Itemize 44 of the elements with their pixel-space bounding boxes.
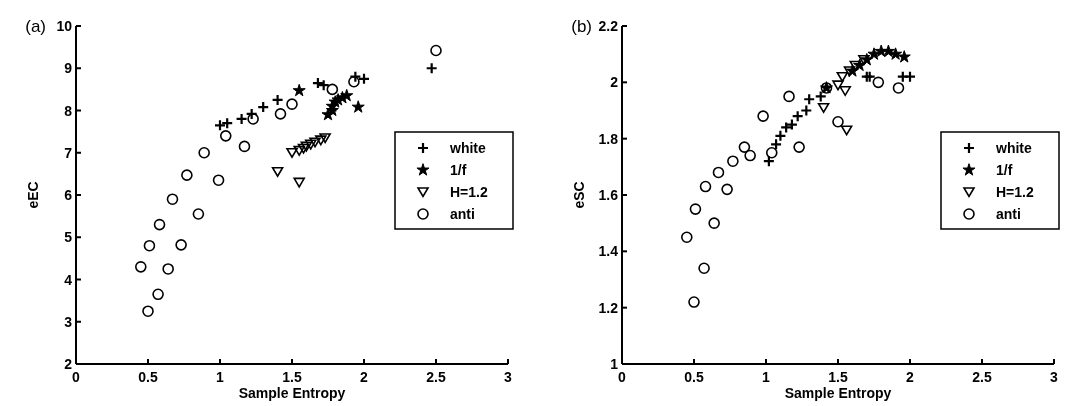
x-tick-label: 2 — [360, 369, 369, 385]
legend-label: anti — [450, 206, 475, 222]
legend-label: 1/f — [450, 162, 467, 178]
y-tick-label: 9 — [64, 60, 73, 77]
legend-label: anti — [996, 206, 1021, 222]
x-axis-title: Sample Entropy — [784, 385, 892, 401]
x-tick-label: 1 — [762, 369, 771, 385]
chart-title: (b) — [571, 17, 592, 36]
y-tick-label: 2 — [64, 356, 73, 372]
x-tick-label: 2.5 — [426, 369, 446, 385]
x-tick-label: 2 — [906, 369, 915, 385]
x-tick-label: 1 — [216, 369, 225, 385]
y-tick-label: 7 — [64, 144, 73, 161]
y-tick-label: 8 — [64, 102, 73, 119]
x-tick-label: 1.5 — [828, 369, 848, 385]
x-tick-label: 3 — [1050, 369, 1059, 385]
y-axis-title: eEC — [25, 181, 41, 209]
y-tick-label: 1 — [610, 356, 619, 372]
y-tick-label: 1.2 — [598, 299, 619, 316]
x-tick-label: 1.5 — [282, 369, 302, 385]
x-tick-label: 0 — [618, 369, 627, 385]
y-tick-label: 4 — [64, 271, 73, 288]
x-tick-label: 3 — [504, 369, 513, 385]
y-tick-label: 6 — [64, 187, 73, 203]
legend-label: white — [995, 140, 1032, 156]
y-tick-label: 5 — [64, 229, 73, 246]
y-tick-label: 2 — [610, 74, 619, 91]
y-axis-title: eSC — [571, 181, 587, 209]
x-axis-title: Sample Entropy — [238, 385, 346, 401]
legend-label: H=1.2 — [450, 184, 488, 200]
x-tick-label: 2.5 — [972, 369, 992, 385]
y-tick-label: 1.6 — [598, 187, 619, 203]
chart-title: (a) — [25, 17, 46, 36]
y-tick-label: 2.2 — [598, 18, 619, 34]
y-tick-label: 1.8 — [598, 130, 619, 147]
x-tick-label: 0 — [72, 369, 81, 385]
legend-label: H=1.2 — [996, 184, 1034, 200]
y-tick-label: 1.4 — [598, 243, 619, 260]
y-tick-label: 3 — [64, 313, 73, 330]
x-tick-label: 0.5 — [684, 369, 704, 385]
legend-label: white — [449, 140, 486, 156]
x-tick-label: 0.5 — [138, 369, 158, 385]
legend-label: 1/f — [996, 162, 1013, 178]
y-tick-label: 10 — [56, 18, 73, 34]
